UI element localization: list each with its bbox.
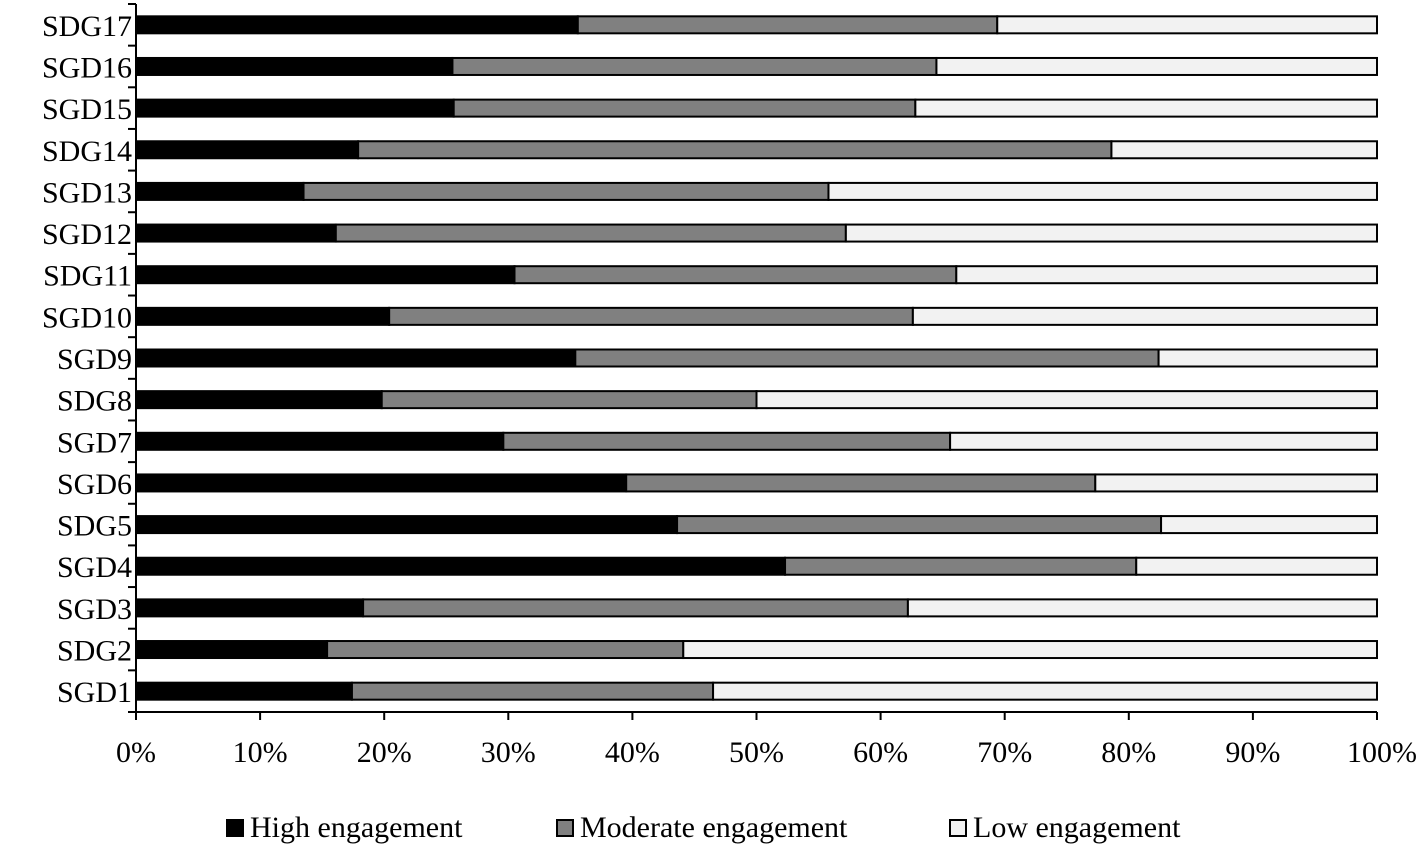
stacked-bar-chart: SDG17SGD16SGD15SDG14SGD13SGD12SDG11SGD10… bbox=[42, 3, 1417, 769]
y-tick-label: SGD7 bbox=[57, 426, 132, 459]
bar-segment-high-engagement-sgd10 bbox=[135, 306, 391, 326]
x-tick-label: 10% bbox=[233, 736, 288, 769]
x-tick-label: 50% bbox=[729, 736, 784, 769]
bar-segment-high-engagement-sgd9 bbox=[135, 348, 577, 368]
bar-segment-high-engagement-sdg11 bbox=[135, 265, 516, 285]
bar-segment-moderate-engagement-sdg2 bbox=[326, 640, 685, 660]
y-tick-label: SGD3 bbox=[57, 593, 132, 626]
bar-segment-high-engagement-sgd1 bbox=[135, 681, 353, 701]
bar-segment-low-engagement-sgd6 bbox=[1094, 473, 1378, 493]
bar-segment-moderate-engagement-sgd9 bbox=[574, 348, 1160, 368]
x-tick-label: 70% bbox=[977, 736, 1032, 769]
bar-segment-moderate-engagement-sgd15 bbox=[452, 98, 917, 118]
y-tick-label: SDG17 bbox=[42, 10, 132, 43]
bar-segment-moderate-engagement-sgd12 bbox=[334, 223, 847, 243]
bar-segment-low-engagement-sgd4 bbox=[1135, 556, 1378, 576]
legend-swatch bbox=[226, 819, 244, 837]
y-tick-label: SDG14 bbox=[42, 135, 132, 168]
bar-segment-high-engagement-sgd7 bbox=[135, 431, 505, 451]
y-tick-label: SDG11 bbox=[43, 260, 132, 293]
x-tick-label: 40% bbox=[605, 736, 660, 769]
bar-segment-low-engagement-sdg8 bbox=[755, 390, 1378, 410]
bar-segment-moderate-engagement-sgd16 bbox=[451, 56, 938, 76]
y-tick-label: SGD4 bbox=[57, 551, 132, 584]
legend-item-moderate-engagement: Moderate engagement bbox=[556, 806, 847, 850]
x-tick-label: 90% bbox=[1225, 736, 1280, 769]
bars-group bbox=[135, 15, 1379, 701]
y-tick-label: SGD6 bbox=[57, 468, 132, 501]
bar-segment-high-engagement-sgd4 bbox=[135, 556, 787, 576]
bar-segment-low-engagement-sgd12 bbox=[844, 223, 1378, 243]
x-tick-label: 30% bbox=[481, 736, 536, 769]
bar-segment-low-engagement-sdg2 bbox=[682, 640, 1378, 660]
bar-segment-high-engagement-sgd3 bbox=[135, 598, 365, 618]
x-tick-label: 100% bbox=[1347, 736, 1417, 769]
legend-item-high-engagement: High engagement bbox=[226, 806, 462, 850]
legend: High engagement Moderate engagement Low en… bbox=[0, 806, 1421, 850]
y-tick-label: SGD9 bbox=[57, 343, 132, 376]
bar-segment-low-engagement-sgd13 bbox=[827, 181, 1378, 201]
legend-label: High engagement bbox=[250, 811, 463, 844]
y-tick-label: SGD16 bbox=[42, 51, 132, 84]
bar-segment-low-engagement-sgd16 bbox=[935, 56, 1378, 76]
legend-swatch bbox=[949, 819, 967, 837]
bar-segment-high-engagement-sgd12 bbox=[135, 223, 337, 243]
bar-segment-high-engagement-sdg14 bbox=[135, 140, 360, 160]
bar-segment-moderate-engagement-sgd6 bbox=[625, 473, 1097, 493]
bar-segment-low-engagement-sdg17 bbox=[996, 15, 1379, 35]
x-tick-label: 0% bbox=[116, 736, 156, 769]
y-tick-label: SDG5 bbox=[57, 510, 132, 543]
bar-segment-moderate-engagement-sdg17 bbox=[576, 15, 999, 35]
bar-segment-low-engagement-sgd15 bbox=[914, 98, 1379, 118]
bar-segment-moderate-engagement-sdg14 bbox=[357, 140, 1113, 160]
bar-segment-moderate-engagement-sgd1 bbox=[350, 681, 715, 701]
bar-segment-high-engagement-sgd16 bbox=[135, 56, 454, 76]
x-tick-label: 20% bbox=[357, 736, 412, 769]
bar-segment-low-engagement-sdg5 bbox=[1160, 515, 1379, 535]
bar-segment-high-engagement-sgd15 bbox=[135, 98, 455, 118]
bar-segment-high-engagement-sdg5 bbox=[135, 515, 679, 535]
y-tick-label: SGD1 bbox=[57, 676, 132, 709]
y-tick-label: SGD15 bbox=[42, 93, 132, 126]
bar-segment-moderate-engagement-sgd4 bbox=[784, 556, 1138, 576]
bar-segment-moderate-engagement-sgd10 bbox=[388, 306, 914, 326]
bar-segment-moderate-engagement-sgd3 bbox=[362, 598, 909, 618]
bar-segment-moderate-engagement-sgd7 bbox=[502, 431, 952, 451]
bar-segment-moderate-engagement-sdg5 bbox=[676, 515, 1163, 535]
x-tick-label: 80% bbox=[1101, 736, 1156, 769]
bar-segment-high-engagement-sgd6 bbox=[135, 473, 628, 493]
bar-segment-low-engagement-sdg11 bbox=[955, 265, 1379, 285]
y-tick-label: SDG2 bbox=[57, 635, 132, 668]
y-tick-label: SDG8 bbox=[57, 385, 132, 418]
y-tick-label: SGD12 bbox=[42, 218, 132, 251]
bar-segment-low-engagement-sgd9 bbox=[1157, 348, 1378, 368]
bar-segment-high-engagement-sdg2 bbox=[135, 640, 329, 660]
legend-item-low-engagement: Low engagement bbox=[949, 806, 1180, 850]
bar-segment-moderate-engagement-sdg11 bbox=[513, 265, 958, 285]
bar-segment-low-engagement-sgd1 bbox=[712, 681, 1378, 701]
bar-segment-low-engagement-sgd7 bbox=[949, 431, 1378, 451]
y-tick-label: SGD10 bbox=[42, 301, 132, 334]
legend-label: Moderate engagement bbox=[580, 811, 848, 844]
bar-segment-high-engagement-sdg17 bbox=[135, 15, 579, 35]
axes-group: SDG17SGD16SGD15SDG14SGD13SGD12SDG11SGD10… bbox=[42, 3, 1417, 769]
y-tick-label: SGD13 bbox=[42, 176, 132, 209]
x-tick-label: 60% bbox=[853, 736, 908, 769]
legend-label: Low engagement bbox=[973, 811, 1181, 844]
bar-segment-moderate-engagement-sdg8 bbox=[380, 390, 758, 410]
bar-segment-low-engagement-sgd10 bbox=[911, 306, 1379, 326]
bar-segment-high-engagement-sgd13 bbox=[135, 181, 305, 201]
bar-segment-low-engagement-sgd3 bbox=[906, 598, 1378, 618]
bar-segment-low-engagement-sdg14 bbox=[1110, 140, 1379, 160]
bar-segment-moderate-engagement-sgd13 bbox=[302, 181, 830, 201]
legend-swatch bbox=[556, 819, 574, 837]
bar-segment-high-engagement-sdg8 bbox=[135, 390, 383, 410]
